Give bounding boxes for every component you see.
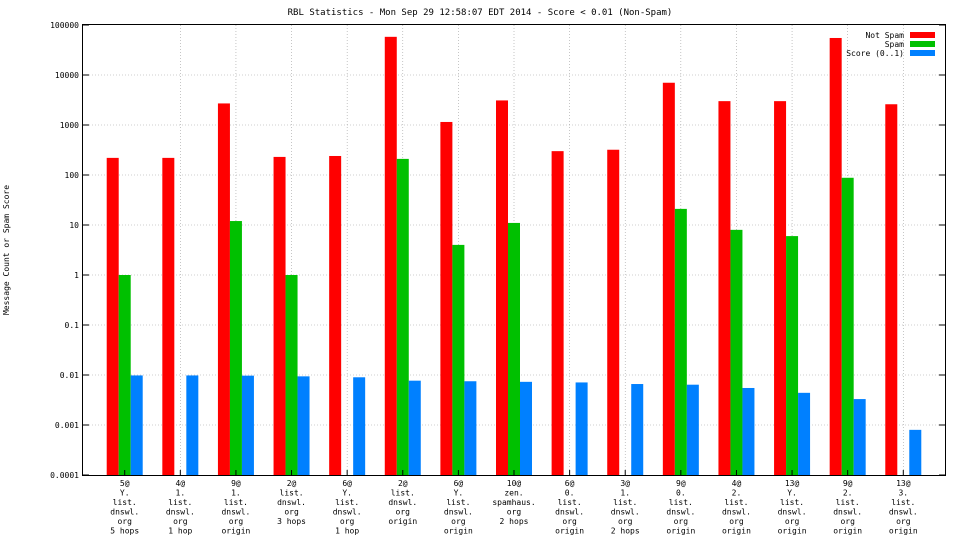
bar xyxy=(718,101,731,476)
plot-frame xyxy=(82,24,946,476)
y-tick-label: 0.1 xyxy=(65,321,80,330)
y-tick-label: 1000 xyxy=(60,121,79,130)
y-axis-label: Message Count or Spam Score xyxy=(2,185,11,315)
x-category-label: 2@ list. dnswl. org 3 hops xyxy=(277,479,306,526)
bar xyxy=(162,157,175,476)
y-axis-ticks: 0.0001 0.001 0.01 0.1 1 10 100 1000 10000 100000 xyxy=(50,21,945,480)
bar xyxy=(440,121,453,475)
bar xyxy=(408,380,421,475)
y-tick-label: 100000 xyxy=(50,21,79,30)
y-tick-label: 0.001 xyxy=(55,421,79,430)
bar xyxy=(520,381,532,475)
x-category-label: 2@ list. dnswl. org origin xyxy=(388,479,417,526)
bar xyxy=(297,376,310,475)
bar xyxy=(229,221,242,475)
legend-swatch xyxy=(910,50,935,56)
bars xyxy=(106,36,922,476)
bar xyxy=(607,149,620,476)
legend-label: Spam xyxy=(885,40,904,49)
bar xyxy=(273,156,286,475)
x-category-label: 5@ Y. list. dnswl. org 5 hops xyxy=(110,479,139,536)
bar xyxy=(186,375,199,475)
bar xyxy=(353,377,366,475)
bar xyxy=(774,101,787,476)
bar xyxy=(730,229,743,475)
bar xyxy=(786,236,799,475)
bar xyxy=(452,244,465,475)
bar xyxy=(496,100,508,475)
y-tick-label: 100 xyxy=(65,171,80,180)
bar xyxy=(508,222,520,475)
x-category-label: 6@ 0. list. dnswl. org origin xyxy=(555,479,584,536)
bar xyxy=(829,37,842,475)
bar xyxy=(118,275,131,475)
bar xyxy=(885,104,898,475)
bar xyxy=(464,381,477,475)
legend-label: Score (0..1) xyxy=(846,49,904,58)
bar xyxy=(329,155,342,475)
y-tick-label: 10000 xyxy=(55,71,79,80)
y-tick-label: 0.0001 xyxy=(50,471,79,480)
bar xyxy=(217,103,230,475)
x-category-label: 13@ 3. list. dnswl. org origin xyxy=(889,479,918,536)
y-tick-label: 0.01 xyxy=(60,371,79,380)
bar xyxy=(841,177,854,475)
bar xyxy=(909,429,922,475)
bar xyxy=(575,382,588,475)
bar xyxy=(631,384,644,475)
legend-label: Not Spam xyxy=(865,31,904,40)
bar xyxy=(853,399,866,475)
bar xyxy=(384,36,397,475)
x-category-label: 13@ Y. list. dnswl. org origin xyxy=(778,479,807,536)
bar xyxy=(798,392,811,475)
x-category-label: 9@ 0. list. dnswl. org origin xyxy=(666,479,695,536)
bar xyxy=(686,384,699,475)
bar xyxy=(662,82,675,476)
bar xyxy=(241,375,254,475)
x-category-label: 9@ 2. list. dnswl. org origin xyxy=(833,479,862,536)
x-category-label: 4@ 2. list. dnswl. org origin xyxy=(722,479,751,536)
x-category-label: 10@ zen. spamhaus. org 2 hops xyxy=(492,479,535,526)
y-tick-label: 10 xyxy=(69,221,79,230)
bar xyxy=(285,275,298,475)
bar xyxy=(742,387,755,475)
x-category-label: 4@ 1. list. dnswl. org 1 hop xyxy=(166,479,195,536)
x-category-label: 6@ Y. list. dnswl. org origin xyxy=(444,479,473,536)
bar xyxy=(674,208,687,475)
legend-swatch xyxy=(910,32,935,38)
x-category-label: 6@ Y. list. dnswl. org 1 hop xyxy=(333,479,362,536)
bar xyxy=(551,151,564,476)
y-tick-label: 1 xyxy=(74,271,79,280)
chart-title: RBL Statistics - Mon Sep 29 12:58:07 EDT… xyxy=(288,8,673,18)
bar xyxy=(396,158,409,475)
bar xyxy=(106,157,119,476)
x-category-label: 9@ 1. list. dnswl. org origin xyxy=(221,479,250,536)
x-axis-categories: 5@ Y. list. dnswl. org 5 hops 4@ 1. list. dnswl. o… xyxy=(110,470,918,536)
bar xyxy=(130,375,143,475)
legend-swatch xyxy=(910,41,935,47)
x-category-label: 3@ 1. list. dnswl. org 2 hops xyxy=(611,479,640,536)
